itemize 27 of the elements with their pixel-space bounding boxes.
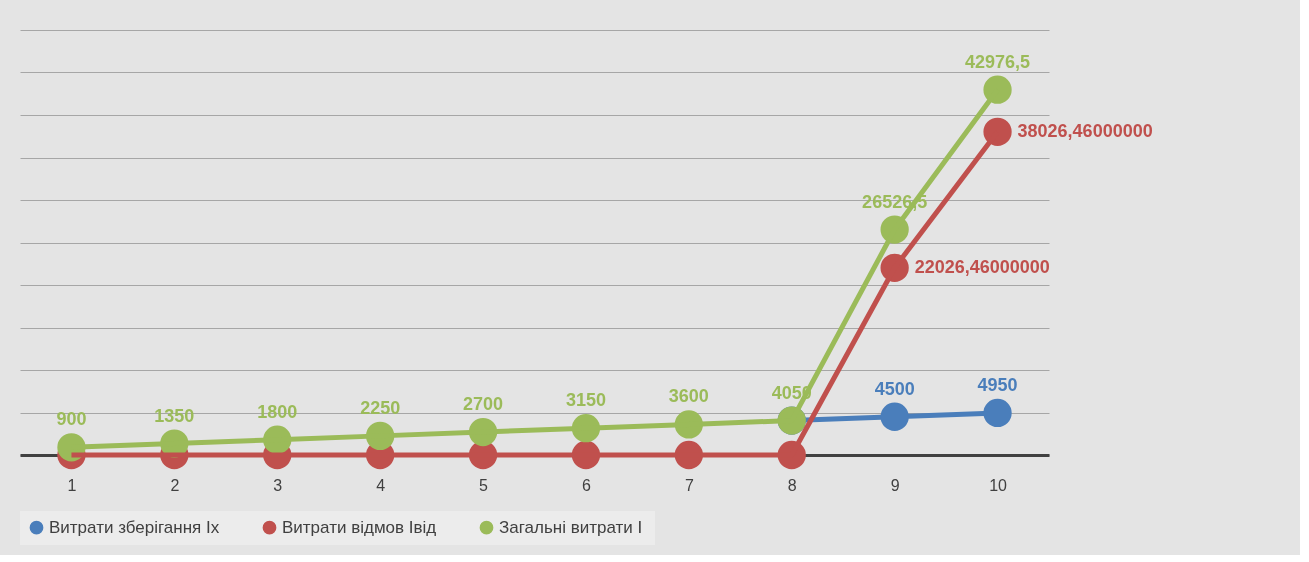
- data-label: 1800: [257, 401, 298, 422]
- point: [880, 402, 909, 431]
- x-tick-label: 2: [170, 476, 180, 494]
- data-label: 42976,5: [965, 51, 1031, 72]
- x-tick-label: 7: [684, 476, 694, 494]
- x-tick-label: 3: [273, 476, 283, 494]
- x-tick-label: 4: [376, 476, 386, 494]
- legend-label: Витрати зберігання Ix: [49, 517, 220, 537]
- x-tick-label: 1: [67, 476, 77, 494]
- data-label: 2700: [463, 394, 504, 415]
- data-label: 22026,46000000: [914, 256, 1050, 277]
- data-label: 1350: [154, 405, 195, 426]
- x-tick-label: 8: [787, 476, 797, 494]
- legend-label: Загальні витрати I: [499, 517, 643, 537]
- x-tick-label: 5: [479, 476, 489, 494]
- point: [983, 398, 1012, 428]
- x-tick-label: 9: [890, 476, 900, 494]
- data-label: 900: [56, 409, 87, 430]
- data-label: 2250: [360, 397, 401, 418]
- data-label: 3150: [565, 390, 606, 411]
- x-tick-label: 10: [989, 476, 1008, 494]
- data-label: 4500: [874, 378, 915, 399]
- data-label: 38026,46000000: [1017, 120, 1153, 141]
- data-label: 3600: [668, 386, 709, 407]
- data-label: 4950: [977, 374, 1018, 395]
- x-tick-label: 6: [582, 476, 591, 494]
- legend-label: Витрати відмов Iвід: [282, 517, 437, 537]
